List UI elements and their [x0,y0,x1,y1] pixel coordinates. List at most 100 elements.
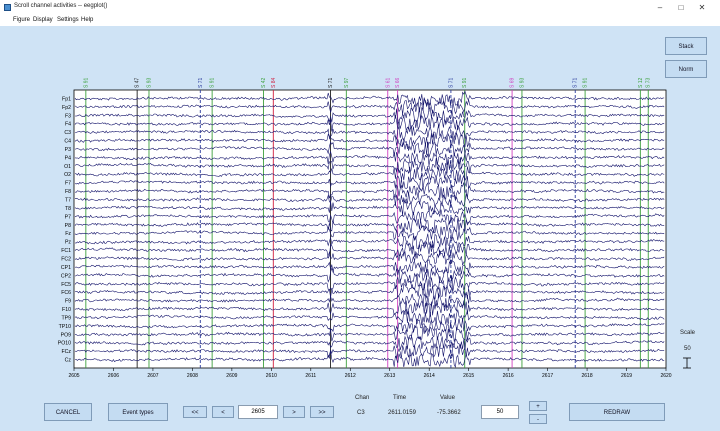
scale-decrease-button[interactable]: - [529,414,547,424]
norm-button[interactable]: Norm [665,60,707,78]
eeg-trace [74,106,665,126]
stack-button[interactable]: Stack [665,37,707,55]
channel-label: P8 [65,223,71,229]
maximize-button[interactable]: □ [678,3,684,12]
minimize-button[interactable]: – [657,3,663,12]
position-input[interactable]: 2605 [238,405,278,419]
event-label: S 47 [135,77,141,88]
channel-label: C3 [64,130,71,136]
eeg-trace [74,343,665,359]
scale-increase-button[interactable]: + [529,401,547,411]
menu-display[interactable]: Display [33,17,53,23]
first-button[interactable]: << [183,406,207,418]
channel-label: FCz [61,349,71,355]
channel-label: FC2 [61,256,71,262]
window-title: Scroll channel activities -- eegplot() [14,3,108,9]
channel-label: Cz [65,358,72,364]
channel-label: TP9 [61,315,71,321]
event-types-button[interactable]: Event types [108,403,168,421]
channel-label: PO10 [58,341,71,347]
channel-label: FC1 [61,248,71,254]
x-tick-label: 2616 [503,373,514,379]
eeg-trace [74,259,665,275]
channel-label: FC5 [61,282,71,288]
eeg-trace [74,225,665,242]
eeg-trace [74,325,665,342]
scale-value: 50 [684,346,691,352]
x-tick-label: 2607 [147,373,158,379]
x-tick-label: 2605 [68,373,79,379]
channel-label: P3 [65,147,71,153]
x-tick-label: 2609 [226,373,237,379]
eeg-trace [74,174,665,190]
eeg-trace [74,233,665,250]
time-label: Time [393,395,407,401]
channel-label: Fz [65,231,71,237]
eeg-trace [74,90,665,108]
channel-label: F10 [62,307,71,313]
eeg-trace [74,308,665,326]
eeg-trace [74,266,665,284]
channel-label: P4 [65,155,71,161]
eeg-trace [74,98,665,115]
x-tick-label: 2612 [345,373,356,379]
eeg-trace [74,334,665,351]
eeg-trace [74,141,665,158]
eeg-trace [74,115,665,132]
channel-label: TP10 [59,324,72,330]
x-tick-label: 2610 [266,373,277,379]
eeg-trace [74,209,665,225]
x-tick-label: 2611 [305,373,316,379]
channel-label: F3 [65,113,71,119]
chan-label: Chan [355,395,370,401]
event-label: S 91 [583,77,589,88]
cancel-button[interactable]: CANCEL [44,403,92,421]
close-button[interactable]: ✕ [698,3,706,12]
plot-area[interactable] [73,89,667,369]
event-label: S 66 [395,77,401,88]
prev-button[interactable]: < [212,406,234,418]
event-label: S 73 [646,77,652,88]
channel-label: F9 [65,299,71,305]
x-tick-label: 2619 [621,373,632,379]
channel-label: F4 [65,122,71,128]
last-button[interactable]: >> [310,406,334,418]
eeg-trace [74,216,665,234]
event-label: S 84 [271,77,277,88]
channel-label: CP1 [61,265,71,271]
channel-label: O2 [64,172,71,178]
event-label: S 42 [261,77,267,88]
eeg-trace [74,166,665,182]
x-tick-label: 2617 [542,373,553,379]
channel-label: PO9 [61,332,71,338]
scale-input[interactable]: 50 [481,405,519,419]
eeg-trace [74,200,665,216]
x-tick-label: 2608 [187,373,198,379]
channel-label: Fp1 [62,96,71,102]
channel-label: T8 [65,206,71,212]
channel-label: Pz [65,240,71,246]
eeg-trace [74,124,665,141]
channel-label: C4 [64,139,71,145]
x-tick-label: 2618 [582,373,593,379]
eeg-trace [74,300,665,317]
channel-label: P7 [65,214,71,220]
menu-figure[interactable]: Figure [13,17,31,23]
title-bar: Scroll channel activities -- eegplot() –… [0,0,720,16]
x-tick-label: 2606 [108,373,119,379]
eeg-trace [74,274,665,291]
amplitude-value: -75.3662 [437,410,461,416]
x-tick-label: 2614 [424,373,435,379]
menu-settings[interactable]: Settings [57,17,79,23]
event-label: S 71 [328,77,334,88]
menu-help[interactable]: Help [81,17,94,23]
eeg-trace [74,282,665,300]
eeg-trace [74,157,665,174]
menu-bar: Figure Display Settings Help [0,16,720,26]
next-button[interactable]: > [283,406,305,418]
channel-label: FC6 [61,290,71,296]
event-label: S 71 [198,77,204,88]
eeg-trace [74,292,665,309]
redraw-button[interactable]: REDRAW [569,403,665,421]
